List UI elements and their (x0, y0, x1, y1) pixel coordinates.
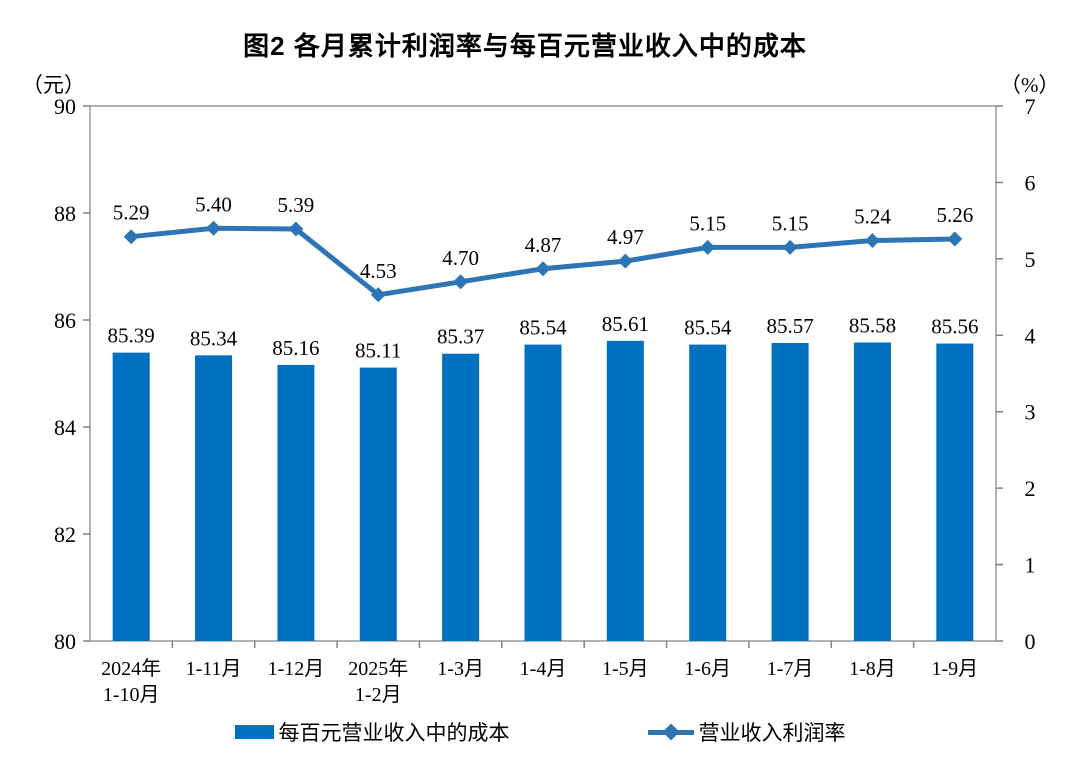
line-point-marker (288, 221, 304, 237)
line-point-marker (123, 229, 139, 245)
line-point-marker (617, 253, 633, 269)
x-axis-tick-label: 2024年 (101, 657, 161, 680)
y-axis-left-tick-label: 84 (54, 415, 76, 440)
y-axis-right-tick-label: 4 (1025, 323, 1036, 348)
line-point-marker (700, 239, 716, 255)
x-axis-tick-label: 1-8月 (849, 658, 896, 680)
y-axis-left-tick-label: 80 (54, 629, 76, 654)
bar-swatch-icon (234, 725, 274, 739)
line-point-marker (864, 233, 880, 249)
bar-value-label: 85.16 (272, 336, 319, 360)
x-axis-tick-label: 1-11月 (186, 658, 242, 680)
x-axis-tick-label: 1-6月 (684, 658, 731, 680)
x-axis-tick-label: 1-2月 (355, 684, 402, 706)
y-axis-right-tick-label: 6 (1025, 170, 1036, 195)
bar (112, 352, 150, 641)
legend: 每百元营业收入中的成本 营业收入利润率 (0, 712, 1080, 752)
line-value-label: 5.40 (195, 192, 232, 216)
bar (771, 343, 809, 641)
y-axis-left-tick-label: 86 (54, 308, 76, 333)
line-value-label: 5.15 (689, 211, 726, 235)
line-value-label: 5.29 (113, 201, 150, 225)
line-value-label: 5.39 (278, 193, 315, 217)
line-value-label: 4.53 (360, 259, 397, 283)
bar (689, 344, 727, 641)
legend-item-cost: 每百元营业收入中的成本 (234, 717, 510, 747)
line-value-label: 5.24 (854, 205, 891, 229)
bar (606, 340, 644, 641)
line-point-marker (206, 220, 222, 236)
legend-label-cost: 每百元营业收入中的成本 (278, 721, 510, 745)
legend-label-profit-rate: 营业收入利润率 (698, 721, 846, 745)
bar-value-label: 85.57 (766, 314, 813, 338)
line-point-marker (535, 261, 551, 277)
y-axis-left-tick-label: 88 (54, 201, 76, 226)
legend-item-profit-rate: 营业收入利润率 (647, 717, 846, 747)
line-value-label: 5.26 (936, 203, 973, 227)
x-axis-tick-label: 1-12月 (268, 658, 325, 680)
bar-value-label: 85.39 (108, 324, 155, 348)
line-point-marker (370, 287, 386, 303)
bar-value-label: 85.54 (519, 316, 567, 340)
x-axis-tick-label: 1-4月 (520, 658, 567, 680)
x-axis-tick-label: 1-3月 (437, 658, 484, 680)
line-value-label: 5.15 (772, 211, 809, 235)
line-swatch-icon (647, 723, 694, 741)
bar (359, 367, 397, 641)
line-value-label: 4.87 (525, 233, 562, 257)
bar (195, 355, 233, 641)
y-axis-right-tick-label: 3 (1025, 400, 1036, 425)
chart-title: 图2 各月累计利润率与每百元营业收入中的成本 (243, 31, 807, 61)
bar-value-label: 85.34 (190, 326, 238, 350)
y-axis-right-tick-label: 0 (1025, 629, 1036, 654)
x-axis-tick-label: 1-10月 (103, 684, 160, 706)
left-axis-unit-label: （元） (22, 73, 85, 97)
y-axis-right-tick-label: 1 (1025, 553, 1036, 578)
bar-value-label: 85.11 (355, 339, 401, 363)
x-axis-tick-label: 1-5月 (602, 658, 649, 680)
bar-value-label: 85.54 (684, 316, 732, 340)
line-point-marker (947, 231, 963, 247)
x-axis-tick-label: 1-9月 (931, 658, 978, 680)
y-axis-left-tick-label: 90 (54, 94, 76, 119)
bar-value-label: 85.61 (602, 312, 649, 336)
x-axis-tick-label: 1-7月 (767, 658, 814, 680)
y-axis-right-tick-label: 5 (1025, 247, 1036, 272)
bar (524, 344, 562, 641)
x-axis-tick-label: 2025年 (348, 657, 408, 680)
bar-value-label: 85.37 (437, 325, 484, 349)
line-value-label: 4.97 (607, 225, 644, 249)
line-value-label: 4.70 (442, 246, 479, 270)
y-axis-right-tick-label: 2 (1025, 476, 1036, 501)
bar (853, 342, 891, 641)
bar-value-label: 85.58 (849, 313, 896, 337)
line-point-marker (782, 239, 798, 255)
y-axis-right-tick-label: 7 (1025, 94, 1036, 119)
right-axis-unit-label: （%） (1000, 73, 1060, 97)
y-axis-left-tick-label: 82 (54, 522, 76, 547)
bar (936, 343, 974, 641)
bar (442, 353, 480, 641)
bar-value-label: 85.56 (931, 315, 978, 339)
bar (277, 364, 315, 641)
line-point-marker (453, 274, 469, 290)
